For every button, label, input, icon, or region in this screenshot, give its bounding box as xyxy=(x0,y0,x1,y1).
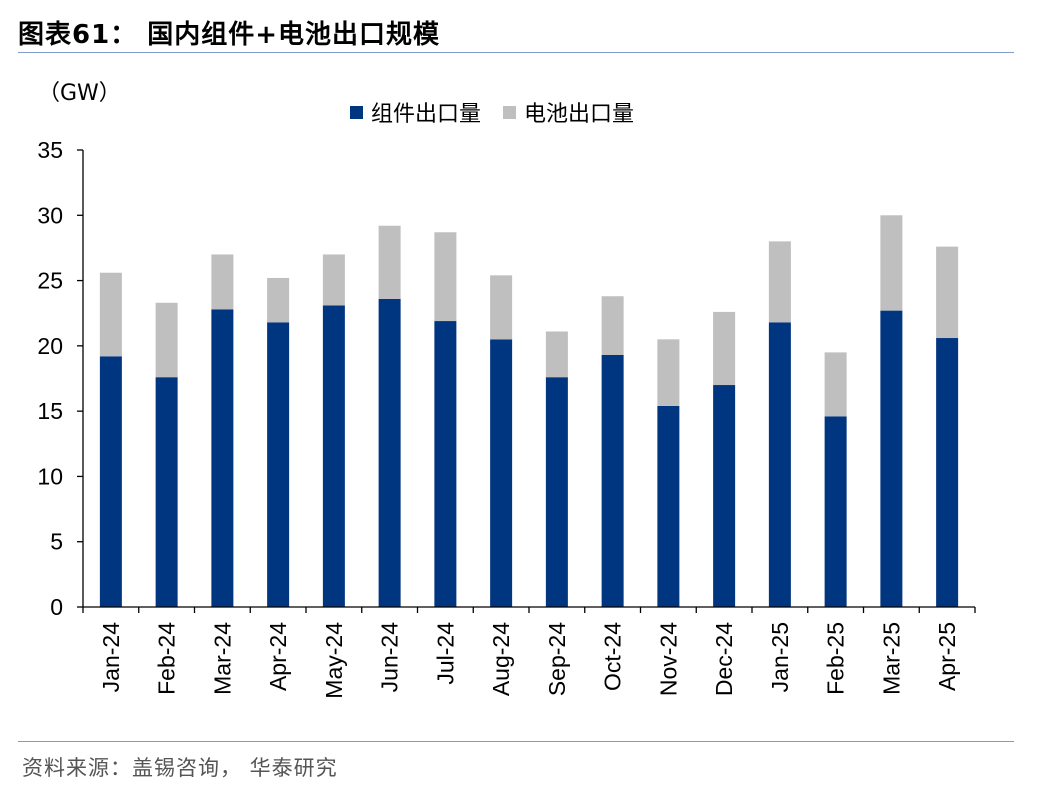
bar-module-Dec-24 xyxy=(713,385,736,607)
x-tick-label-Mar-25: Mar-25 xyxy=(878,622,904,695)
legend-swatch-module xyxy=(350,105,363,119)
bar-module-Nov-24 xyxy=(657,405,680,607)
bar-module-Jan-24 xyxy=(99,356,122,607)
bar-cell-Jan-24 xyxy=(99,272,122,357)
x-tick-label-May-24: May-24 xyxy=(321,622,347,699)
chart-title: 图表61： 国内组件+电池出口规模 xyxy=(18,20,441,50)
bar-cell-Feb-24 xyxy=(155,302,178,378)
x-tick-label-Dec-24: Dec-24 xyxy=(711,622,737,696)
x-tick-label-Oct-24: Oct-24 xyxy=(600,622,626,691)
y-tick-label-15: 15 xyxy=(37,398,63,424)
bar-module-Mar-24 xyxy=(211,309,234,607)
bar-cell-Aug-24 xyxy=(490,275,513,340)
x-tick-label-Jan-24: Jan-24 xyxy=(98,622,124,693)
chart-legend: 组件出口量 电池出口量 xyxy=(350,96,656,128)
bar-module-Apr-25 xyxy=(936,338,959,607)
x-tick-label-Jan-25: Jan-25 xyxy=(767,622,793,692)
x-tick-label-Feb-25: Feb-25 xyxy=(823,622,849,695)
x-tick-label-Apr-24: Apr-24 xyxy=(265,622,291,691)
y-tick-label-30: 30 xyxy=(37,202,63,228)
y-tick-label-5: 5 xyxy=(50,529,63,555)
bar-module-Mar-25 xyxy=(880,310,903,607)
bar-module-Aug-24 xyxy=(490,339,513,607)
legend-label-cell: 电池出口量 xyxy=(524,102,635,127)
bar-cell-Apr-24 xyxy=(267,277,290,323)
legend-label-module: 组件出口量 xyxy=(371,102,482,127)
bar-module-Jun-24 xyxy=(378,298,401,607)
legend-swatch-cell xyxy=(503,105,517,119)
x-tick-label-Jul-24: Jul-24 xyxy=(432,622,458,685)
bar-cell-Jun-24 xyxy=(378,225,401,299)
title-rule xyxy=(18,52,1014,53)
x-tick-label-Nov-24: Nov-24 xyxy=(655,622,681,696)
bar-module-Jul-24 xyxy=(434,321,457,607)
bar-module-Jan-25 xyxy=(768,322,791,607)
bar-module-Feb-24 xyxy=(155,377,178,607)
y-tick-label-35: 35 xyxy=(37,137,63,163)
bar-cell-Apr-25 xyxy=(936,246,959,339)
bar-module-May-24 xyxy=(322,305,345,607)
y-tick-label-0: 0 xyxy=(50,594,63,620)
y-tick-label-25: 25 xyxy=(37,268,63,294)
bar-cell-Mar-24 xyxy=(211,254,234,310)
bar-cell-Jan-25 xyxy=(768,241,791,323)
x-tick-label-Apr-25: Apr-25 xyxy=(934,622,960,691)
bar-module-Sep-24 xyxy=(545,377,568,607)
bar-cell-Sep-24 xyxy=(545,331,568,378)
bar-cell-Mar-25 xyxy=(880,215,903,311)
x-tick-label-Mar-24: Mar-24 xyxy=(209,622,235,695)
bar-module-Feb-25 xyxy=(824,416,847,607)
bar-cell-Dec-24 xyxy=(713,311,736,386)
x-tick-label-Jun-24: Jun-24 xyxy=(377,622,403,693)
bar-cell-Jul-24 xyxy=(434,232,457,322)
bar-cell-Nov-24 xyxy=(657,339,680,406)
legend-item-module: 组件出口量 xyxy=(350,96,481,128)
footer-rule xyxy=(18,741,1014,742)
x-tick-label-Sep-24: Sep-24 xyxy=(544,622,570,696)
bar-module-Apr-24 xyxy=(267,322,290,607)
y-tick-label-10: 10 xyxy=(37,463,63,489)
y-axis-unit: （GW） xyxy=(38,81,121,106)
x-tick-label-Aug-24: Aug-24 xyxy=(488,622,514,696)
bar-cell-Oct-24 xyxy=(601,296,624,355)
bar-module-Oct-24 xyxy=(601,354,624,607)
bar-cell-May-24 xyxy=(322,254,345,306)
y-tick-label-20: 20 xyxy=(37,333,63,359)
legend-item-cell: 电池出口量 xyxy=(503,96,634,128)
x-tick-label-Feb-24: Feb-24 xyxy=(154,622,180,695)
bar-cell-Feb-25 xyxy=(824,352,847,417)
source-note: 资料来源：盖锡咨询， 华泰研究 xyxy=(22,756,338,780)
